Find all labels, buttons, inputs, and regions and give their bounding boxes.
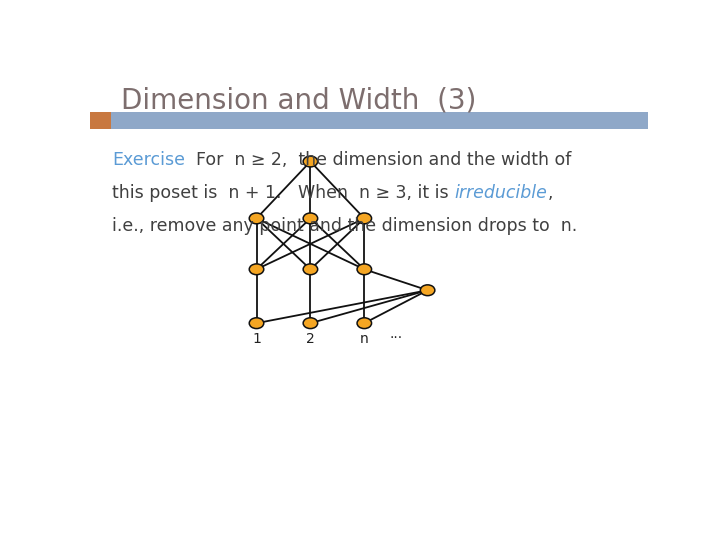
Text: 2: 2 [306,332,315,346]
Circle shape [303,213,318,224]
Bar [90,112,648,129]
Circle shape [420,285,435,296]
Text: Exercise: Exercise [112,151,185,168]
Circle shape [249,213,264,224]
Circle shape [303,156,318,167]
Text: ,: , [547,184,553,202]
Text: For  n ≥ 2,  the dimension and the width of: For n ≥ 2, the dimension and the width o… [185,151,572,168]
Circle shape [357,318,372,328]
Text: this poset is  n + 1.   When  n ≥ 3, it is: this poset is n + 1. When n ≥ 3, it is [112,184,454,202]
Circle shape [249,264,264,275]
Text: irreducible: irreducible [454,184,547,202]
Circle shape [303,264,318,275]
Bar [90,112,111,129]
Text: Dimension and Width  (3): Dimension and Width (3) [121,86,476,114]
Text: n: n [360,332,369,346]
Circle shape [303,318,318,328]
Circle shape [357,264,372,275]
Circle shape [357,213,372,224]
Text: 1: 1 [252,332,261,346]
Circle shape [249,318,264,328]
Text: i.e., remove any point and the dimension drops to  n.: i.e., remove any point and the dimension… [112,217,577,235]
Text: ...: ... [390,327,402,341]
